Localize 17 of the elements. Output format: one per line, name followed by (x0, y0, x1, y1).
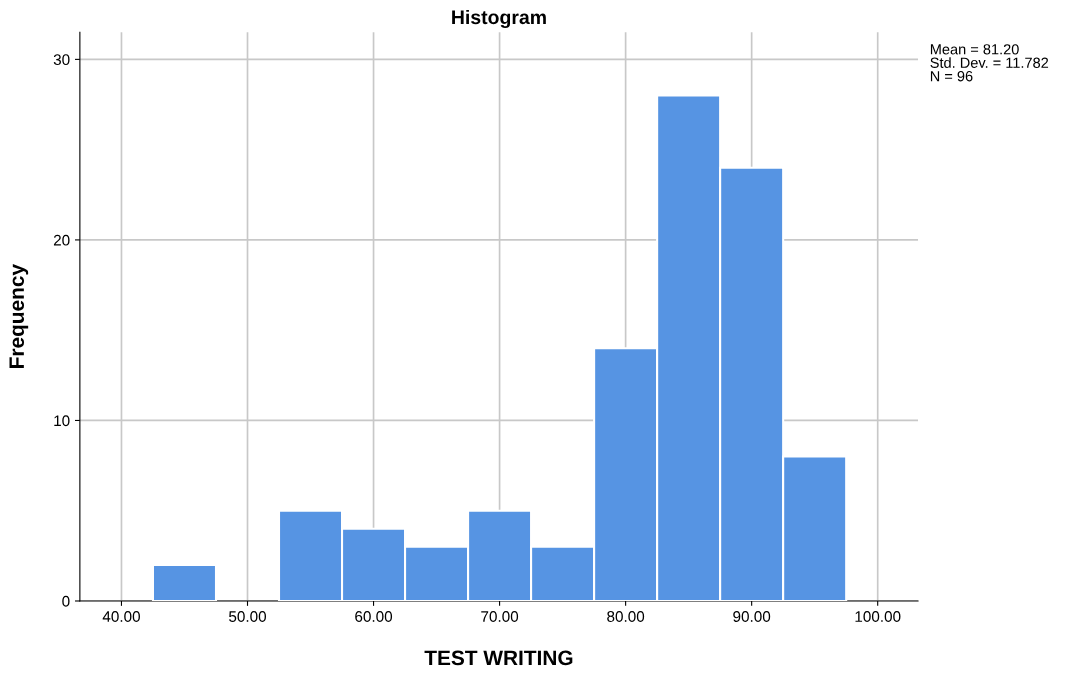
x-tick-label: 80.00 (607, 611, 645, 622)
x-axis-title: TEST WRITING (424, 650, 573, 666)
x-tick-label: 40.00 (102, 611, 140, 622)
x-tick-label: 50.00 (229, 611, 267, 622)
x-tick-label: 100.00 (855, 611, 901, 622)
chart-title: Histogram (452, 9, 546, 29)
y-tick-label: 10 (54, 415, 70, 427)
x-tick-label: 60.00 (355, 611, 393, 622)
text: N = 96 (930, 71, 973, 82)
text: Std. Dev. = 11.782 (930, 57, 1049, 68)
x-tick-label: 70.00 (481, 611, 519, 622)
text: Mean = 81.20 (930, 44, 1019, 55)
y-tick-label: 30 (53, 54, 70, 66)
y-tick-label: 20 (53, 234, 70, 246)
y-tick-label: 0 (62, 595, 70, 607)
x-tick-label: 90.00 (733, 611, 771, 622)
y-axis-title: Frequency (9, 264, 29, 368)
